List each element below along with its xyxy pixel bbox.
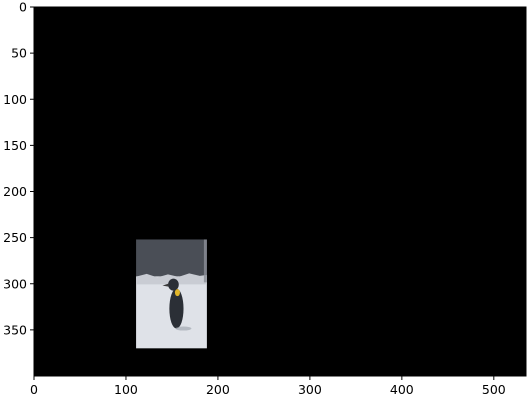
penguin-photo [136,239,207,349]
y-tick-label: 50 [11,46,27,61]
y-axis: 0 50 100 150 200 250 300 350 [3,0,34,337]
photo-edge-strip [203,239,207,283]
y-tick-label: 100 [3,92,27,107]
penguin-head [168,278,179,291]
x-tick-label: 100 [114,382,138,397]
x-tick-label: 400 [390,382,414,397]
y-tick-label: 350 [3,322,27,337]
y-tick-label: 200 [3,184,27,199]
penguin-beak [162,283,169,287]
photo-ridge [136,273,207,285]
penguin [162,278,192,331]
y-tick-label: 0 [19,0,27,15]
y-tick-label: 250 [3,230,27,245]
penguin-shadow [175,326,192,331]
penguin-neck-patch [174,289,180,297]
x-tick-label: 500 [482,382,506,397]
photo-sky [136,239,207,279]
y-tick-label: 150 [3,138,27,153]
y-tick-label: 300 [3,276,27,291]
penguin-body [169,288,184,329]
x-tick-label: 200 [206,382,230,397]
plot-background [34,7,526,376]
x-axis: 0 100 200 300 400 500 [30,376,506,397]
x-tick-label: 300 [298,382,322,397]
x-tick-label: 0 [30,382,38,397]
image-layer [136,239,207,349]
